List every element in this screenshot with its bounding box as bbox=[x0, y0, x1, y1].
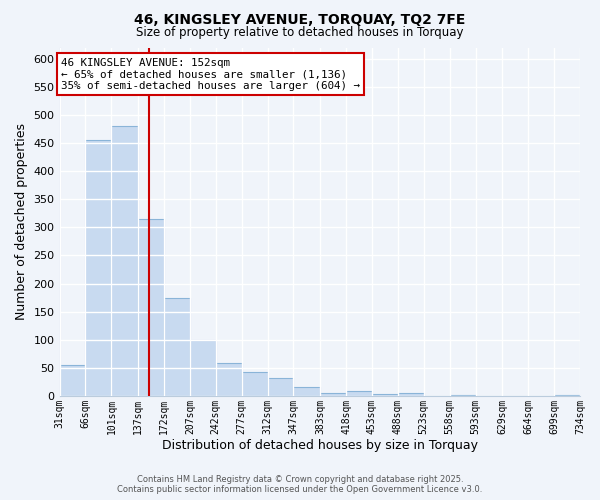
Bar bbox=[190, 340, 216, 396]
Y-axis label: Number of detached properties: Number of detached properties bbox=[15, 123, 28, 320]
Text: 46, KINGSLEY AVENUE, TORQUAY, TQ2 7FE: 46, KINGSLEY AVENUE, TORQUAY, TQ2 7FE bbox=[134, 12, 466, 26]
Bar bbox=[59, 365, 85, 396]
Text: Contains HM Land Registry data © Crown copyright and database right 2025.
Contai: Contains HM Land Registry data © Crown c… bbox=[118, 474, 482, 494]
Bar bbox=[346, 391, 372, 396]
Text: 46 KINGSLEY AVENUE: 152sqm
← 65% of detached houses are smaller (1,136)
35% of s: 46 KINGSLEY AVENUE: 152sqm ← 65% of deta… bbox=[61, 58, 360, 91]
X-axis label: Distribution of detached houses by size in Torquay: Distribution of detached houses by size … bbox=[162, 440, 478, 452]
Bar bbox=[85, 140, 112, 396]
Bar bbox=[242, 372, 268, 396]
Bar bbox=[398, 392, 424, 396]
Bar bbox=[268, 378, 293, 396]
Bar bbox=[164, 298, 190, 396]
Text: Size of property relative to detached houses in Torquay: Size of property relative to detached ho… bbox=[136, 26, 464, 39]
Bar bbox=[112, 126, 138, 396]
Bar bbox=[320, 392, 346, 396]
Bar bbox=[293, 388, 320, 396]
Bar bbox=[372, 394, 398, 396]
Bar bbox=[216, 364, 242, 396]
Bar bbox=[138, 219, 164, 396]
